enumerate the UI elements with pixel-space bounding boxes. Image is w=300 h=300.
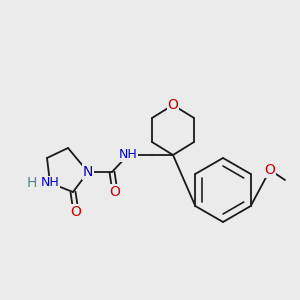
Text: NH: NH	[40, 176, 59, 190]
Text: N: N	[83, 165, 93, 179]
Text: NH: NH	[118, 148, 137, 161]
Text: O: O	[168, 98, 178, 112]
Text: O: O	[265, 163, 275, 177]
Text: O: O	[110, 185, 120, 199]
Text: H: H	[27, 176, 37, 190]
Text: O: O	[70, 205, 81, 219]
